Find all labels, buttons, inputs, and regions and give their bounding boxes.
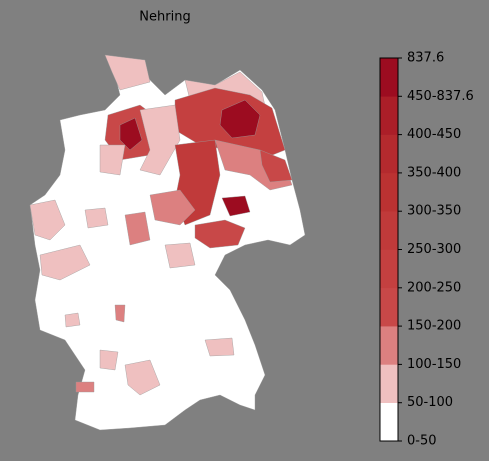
region (119, 117, 143, 151)
region (221, 195, 251, 217)
colorbar-band (380, 172, 398, 212)
colorbar-label: 50-100 (407, 395, 453, 410)
region (124, 359, 161, 396)
colorbar-label: 350-400 (407, 165, 461, 180)
region (194, 219, 246, 249)
colorbar-band (380, 402, 398, 442)
colorbar-band (380, 249, 398, 289)
region (164, 242, 196, 269)
colorbar-band (380, 364, 398, 403)
colorbar-band (380, 58, 398, 97)
colorbar-label: 200-250 (407, 280, 461, 295)
colorbar-band (380, 134, 398, 174)
colorbar-label: 837.6 (407, 51, 444, 66)
region (259, 149, 293, 183)
colorbar-band (380, 96, 398, 135)
colorbar-label: 150-200 (407, 319, 461, 334)
region (39, 244, 91, 281)
region (114, 304, 126, 323)
region (139, 104, 181, 176)
region (84, 207, 109, 229)
colorbar-label: 450-837.6 (407, 89, 474, 104)
map-title: Nehring (139, 10, 190, 25)
colorbar-label: 100-150 (407, 357, 461, 372)
germany-map (29, 54, 306, 431)
colorbar-label: 300-350 (407, 204, 461, 219)
colorbar-label: 400-450 (407, 127, 461, 142)
region (104, 54, 151, 91)
region (219, 99, 261, 139)
region (204, 337, 235, 357)
colorbar-label: 0-50 (407, 434, 437, 449)
region (149, 189, 196, 226)
region (124, 211, 151, 246)
colorbar-label: 250-300 (407, 242, 461, 257)
region (99, 349, 119, 371)
colorbar-band (380, 326, 398, 365)
region (29, 199, 66, 241)
region (99, 144, 126, 176)
colorbar-band (380, 211, 398, 250)
colorbar-band (380, 287, 398, 327)
region (64, 312, 81, 328)
colorbar: 0-50 50-100 100-150 150-200 200-250 250-300 30… (379, 51, 474, 449)
region (75, 381, 95, 393)
